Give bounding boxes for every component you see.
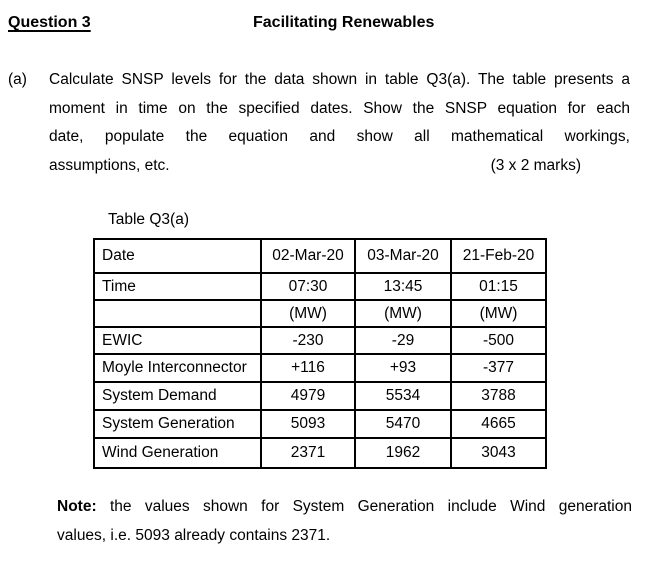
question-text-line: assumptions, etc.	[49, 156, 170, 174]
value-cell: 13:45	[354, 272, 452, 301]
table-row: Wind Generation 2371 1962 3043	[93, 437, 547, 469]
part-label: (a)	[8, 71, 27, 88]
table-row: System Demand 4979 5534 3788	[93, 381, 547, 411]
table-row: EWIC -230 -29 -500	[93, 326, 547, 355]
note-block: Note: the values shown for System Genera…	[57, 492, 632, 550]
row-label-cell: System Demand	[93, 381, 262, 411]
question-text-line: Calculate SNSP levels for the data shown…	[49, 71, 630, 88]
row-label-cell: EWIC	[93, 326, 262, 355]
table-caption: Table Q3(a)	[108, 211, 189, 228]
question-text-line: date, populate the equation and show all…	[49, 128, 630, 145]
row-label-cell: Time	[93, 272, 262, 301]
value-cell: (MW)	[354, 299, 452, 328]
column-header-cell: 02-Mar-20	[260, 238, 356, 274]
data-table-q3a: Date 02-Mar-20 03-Mar-20 21-Feb-20 Time …	[93, 238, 547, 469]
question-text: Calculate SNSP levels for the data shown…	[49, 66, 630, 180]
value-cell: 5093	[260, 409, 356, 439]
table-header-row: Date 02-Mar-20 03-Mar-20 21-Feb-20	[93, 238, 547, 274]
value-cell: 3043	[450, 437, 547, 469]
table-row: Time 07:30 13:45 01:15	[93, 272, 547, 301]
value-cell: 1962	[354, 437, 452, 469]
value-cell: +93	[354, 353, 452, 383]
value-cell: 5534	[354, 381, 452, 411]
value-cell: (MW)	[260, 299, 356, 328]
question-text-line: moment in time on the specified dates. S…	[49, 99, 630, 117]
column-header-cell: 03-Mar-20	[354, 238, 452, 274]
note-line: values, i.e. 5093 already contains 2371.	[57, 527, 331, 544]
table-row: System Generation 5093 5470 4665	[93, 409, 547, 439]
row-label-cell: Date	[93, 238, 262, 274]
row-label-cell: Wind Generation	[93, 437, 262, 469]
question-number: Question 3	[8, 14, 91, 31]
row-label-cell: Moyle Interconnector	[93, 353, 262, 383]
value-cell: -29	[354, 326, 452, 355]
value-cell: -230	[260, 326, 356, 355]
value-cell: 5470	[354, 409, 452, 439]
value-cell: (MW)	[450, 299, 547, 328]
note-label: Note:	[57, 498, 97, 515]
value-cell: +116	[260, 353, 356, 383]
question-part-a: (a) Calculate SNSP levels for the data s…	[8, 66, 630, 180]
value-cell: 4665	[450, 409, 547, 439]
table-row: (MW) (MW) (MW)	[93, 299, 547, 328]
marks-label: (3 x 2 marks)	[490, 156, 581, 174]
value-cell: 4979	[260, 381, 356, 411]
page-title: Facilitating Renewables	[253, 14, 435, 31]
row-label-cell: System Generation	[93, 409, 262, 439]
row-label-cell	[93, 299, 262, 328]
value-cell: -500	[450, 326, 547, 355]
value-cell: 2371	[260, 437, 356, 469]
note-line: Note: the values shown for System Genera…	[57, 492, 632, 521]
value-cell: 3788	[450, 381, 547, 411]
value-cell: 01:15	[450, 272, 547, 301]
column-header-cell: 21-Feb-20	[450, 238, 547, 274]
table-row: Moyle Interconnector +116 +93 -377	[93, 353, 547, 383]
value-cell: -377	[450, 353, 547, 383]
note-text: the values shown for System Generation i…	[109, 498, 632, 515]
value-cell: 07:30	[260, 272, 356, 301]
question-text-last-line: assumptions, etc. (3 x 2 marks)	[49, 152, 630, 181]
